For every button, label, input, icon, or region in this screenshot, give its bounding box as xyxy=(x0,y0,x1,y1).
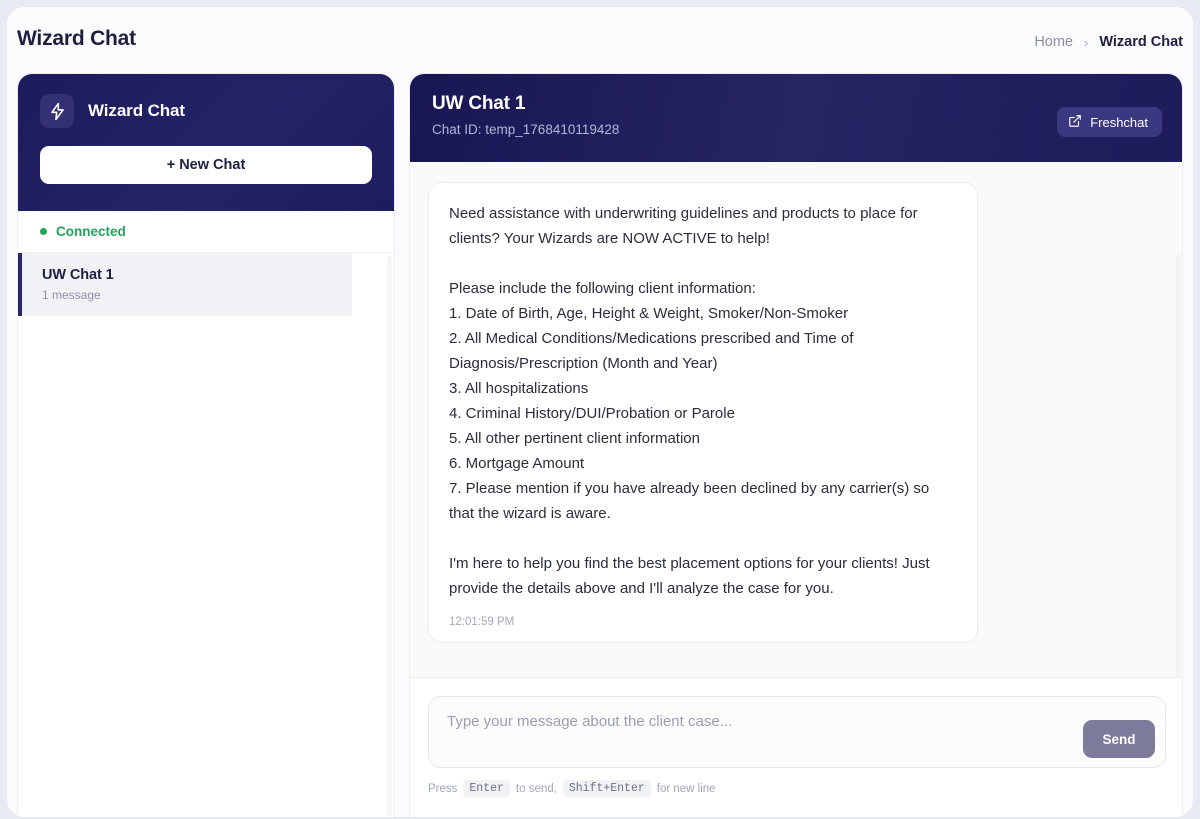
breadcrumb-separator-icon: › xyxy=(1084,34,1089,50)
message-scrollbar[interactable] xyxy=(1176,254,1181,678)
freshchat-button[interactable]: Freshchat xyxy=(1057,107,1162,137)
breadcrumb-current: Wizard Chat xyxy=(1099,34,1183,50)
hint-prefix: Press xyxy=(428,782,458,795)
topbar: Wizard Chat Home › Wizard Chat xyxy=(7,7,1193,69)
breadcrumb-home-link[interactable]: Home xyxy=(1034,34,1073,50)
message-body: Need assistance with underwriting guidel… xyxy=(449,205,930,597)
external-link-icon xyxy=(1068,114,1082,131)
composer: Send Press Enter to send, Shift+Enter fo… xyxy=(410,677,1182,817)
sidebar-scrollbar[interactable] xyxy=(387,256,392,816)
status-dot-icon xyxy=(40,228,47,235)
brand-name: Wizard Chat xyxy=(88,101,185,120)
status-label: Connected xyxy=(56,224,126,239)
chat-id: Chat ID: temp_1768410119428 xyxy=(432,122,620,137)
page-title: Wizard Chat xyxy=(17,27,136,50)
chat-list-item-subtitle: 1 message xyxy=(42,288,101,302)
composer-hint: Press Enter to send, Shift+Enter for new… xyxy=(428,780,1166,797)
app-card: Wizard Chat Home › Wizard Chat Wizard Ch… xyxy=(6,6,1194,818)
message-timestamp: 12:01:59 PM xyxy=(449,616,515,628)
hint-suffix: for new line xyxy=(656,782,716,795)
breadcrumb: Home › Wizard Chat xyxy=(1034,34,1183,50)
sidebar-header: Wizard Chat + New Chat xyxy=(18,74,394,211)
chat-panel: UW Chat 1 Chat ID: temp_1768410119428 Fr… xyxy=(409,73,1183,817)
brand-row: Wizard Chat xyxy=(40,94,372,128)
chat-header: UW Chat 1 Chat ID: temp_1768410119428 Fr… xyxy=(410,74,1182,162)
kbd-enter: Enter xyxy=(463,780,510,797)
message-list: Need assistance with underwriting guidel… xyxy=(410,162,1182,678)
freshchat-button-label: Freshchat xyxy=(1090,114,1148,130)
chat-list-item-title: UW Chat 1 xyxy=(42,267,114,283)
message-bubble: Need assistance with underwriting guidel… xyxy=(428,182,978,643)
new-chat-button[interactable]: + New Chat xyxy=(40,146,372,184)
kbd-shift-enter: Shift+Enter xyxy=(562,780,651,797)
send-button[interactable]: Send xyxy=(1083,720,1155,758)
chat-list: UW Chat 1 1 message xyxy=(18,253,394,316)
message-input-shell: Send xyxy=(428,696,1166,768)
message-input[interactable] xyxy=(447,713,1087,730)
connection-status: Connected xyxy=(18,211,394,253)
hint-middle: to send, xyxy=(515,782,557,795)
sidebar: Wizard Chat + New Chat Connected UW Chat… xyxy=(17,73,395,817)
lightning-bolt-icon xyxy=(40,94,74,128)
chat-title: UW Chat 1 xyxy=(432,93,526,114)
chat-list-item-uw-chat-1[interactable]: UW Chat 1 1 message xyxy=(18,253,352,316)
